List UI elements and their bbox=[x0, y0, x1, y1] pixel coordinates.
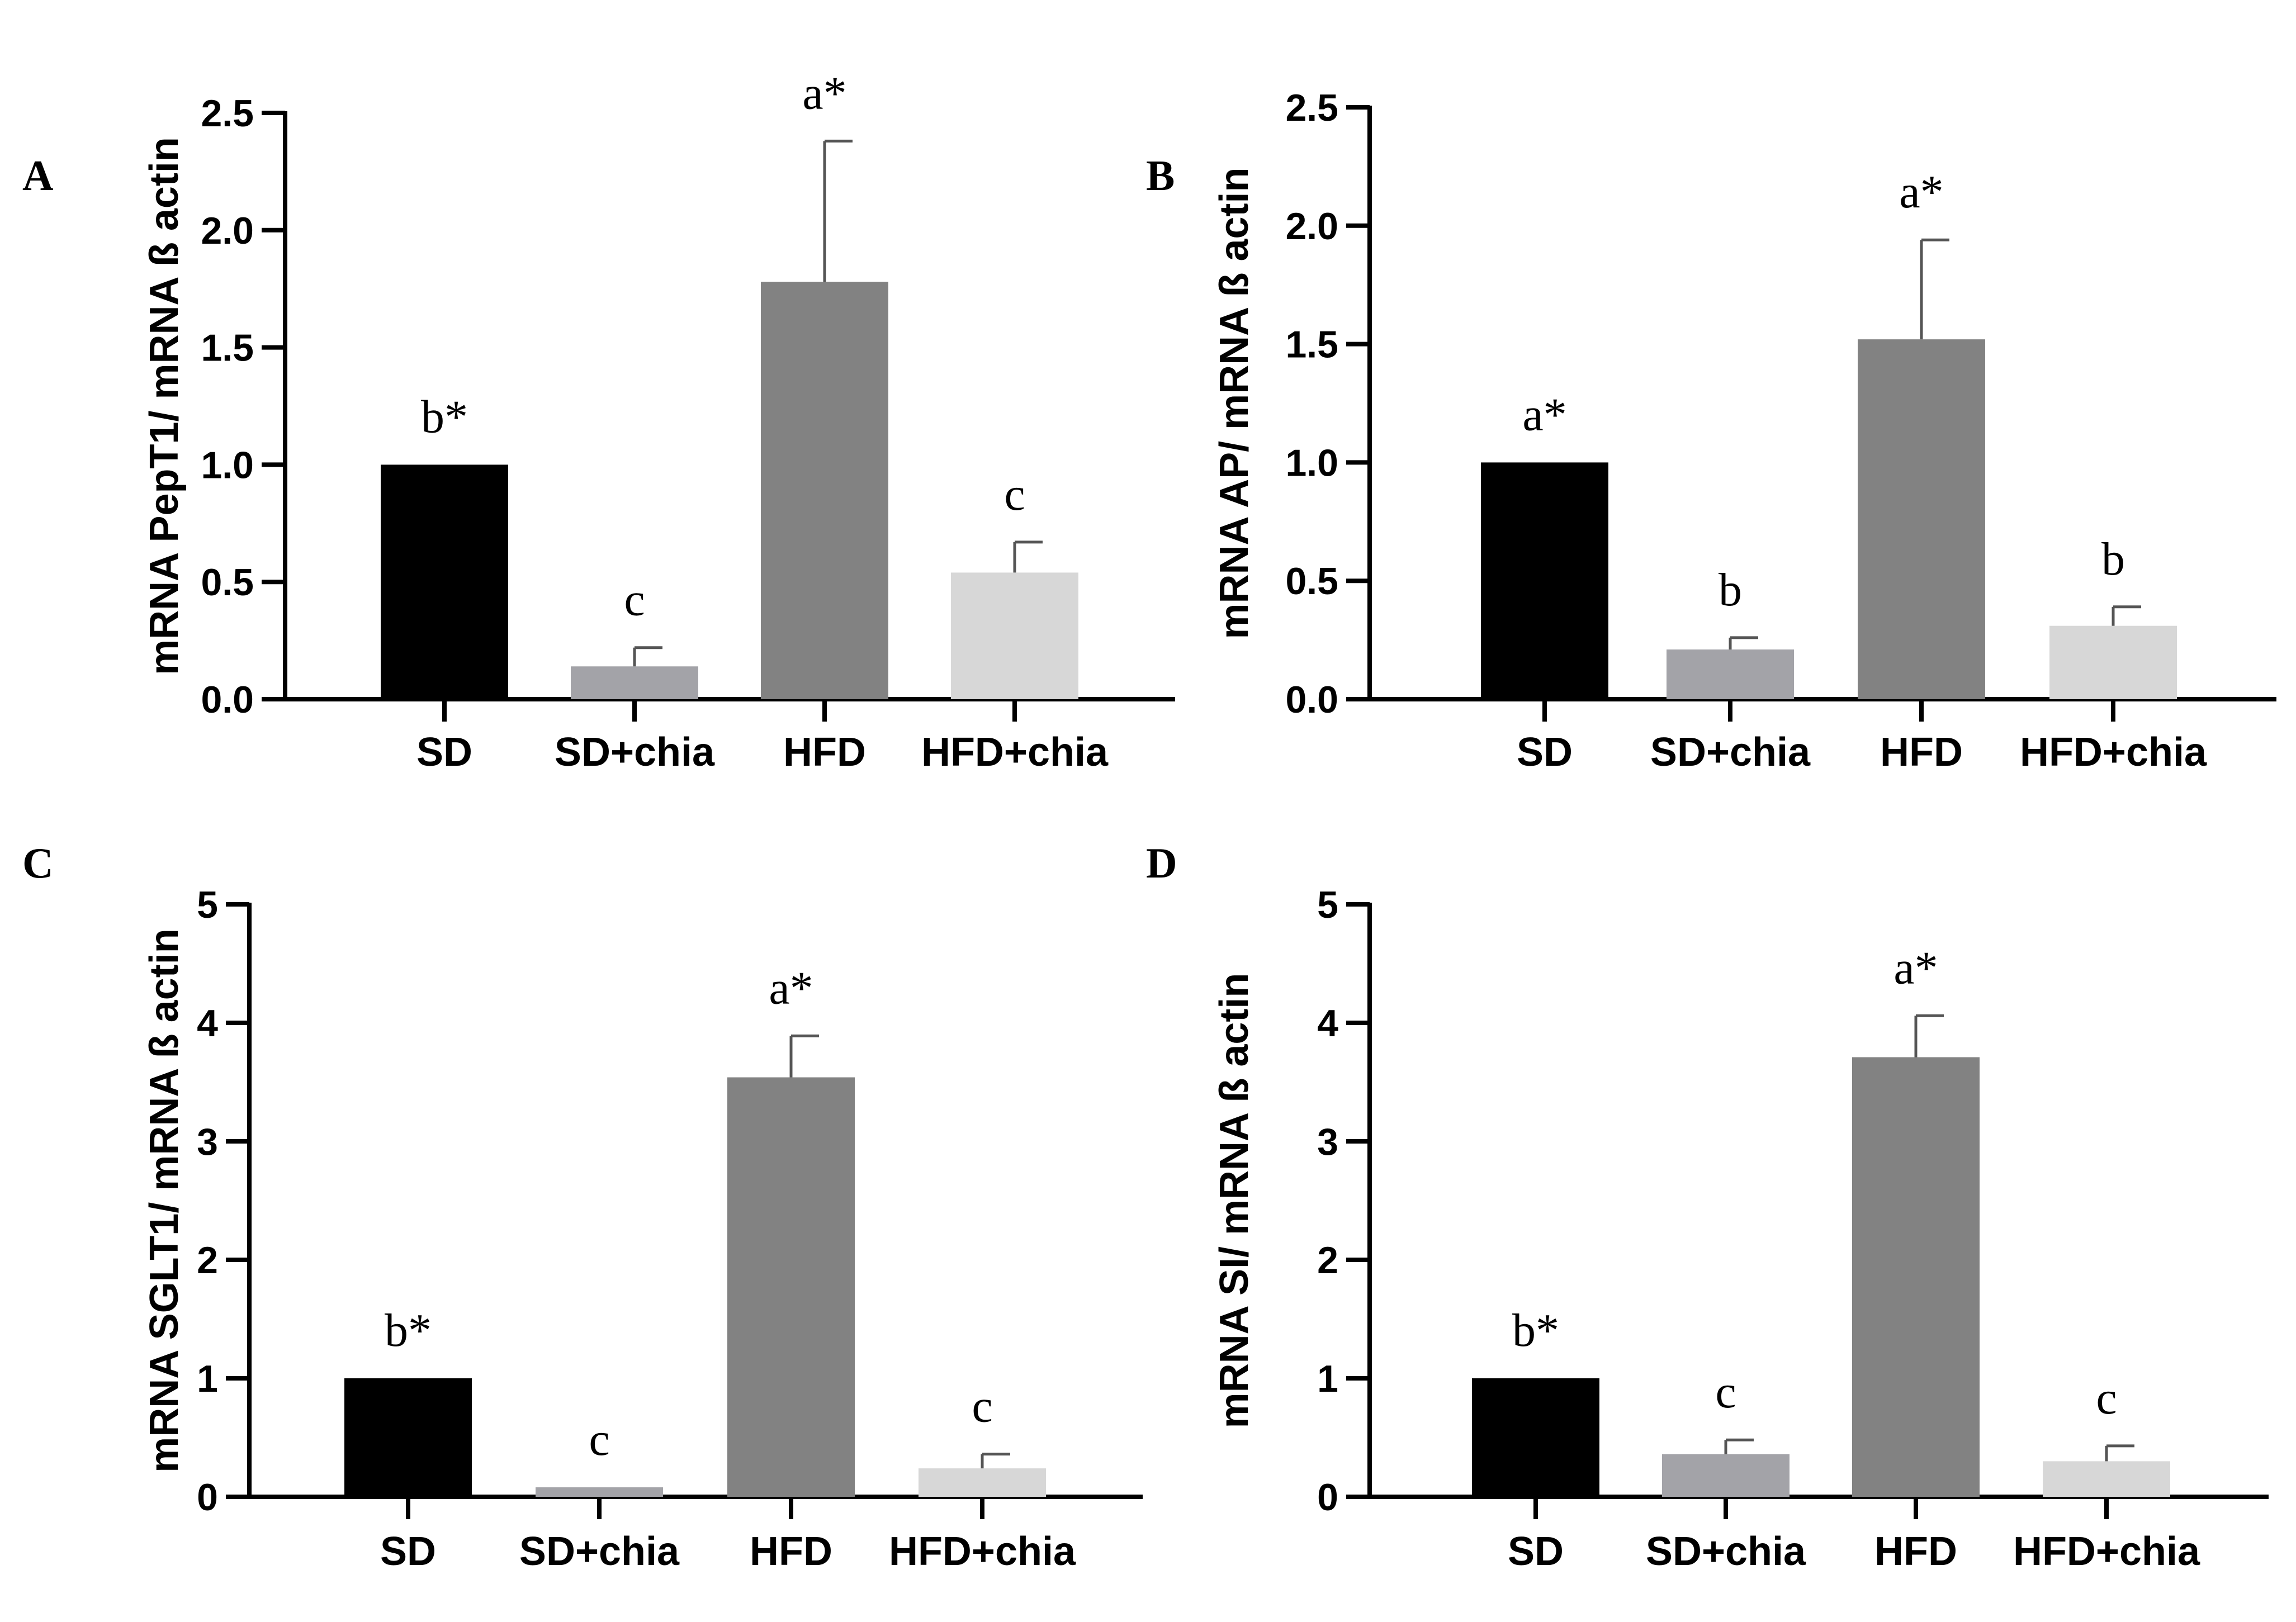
y-tick-label: 1 bbox=[1317, 1358, 1338, 1400]
category-label: HFD+chia bbox=[921, 730, 1109, 775]
y-tick-label: 2 bbox=[1317, 1239, 1338, 1282]
bar-hfd bbox=[761, 282, 888, 699]
category-label: HFD bbox=[1874, 1529, 1957, 1574]
category-label: HFD+chia bbox=[2013, 1529, 2200, 1574]
y-tick-label: 2.0 bbox=[201, 210, 254, 252]
panel-letter: A bbox=[22, 151, 54, 200]
bar-sd bbox=[381, 464, 508, 699]
category-label: SD bbox=[380, 1529, 436, 1574]
category-label: SD bbox=[416, 730, 472, 775]
category-label: HFD bbox=[750, 1529, 832, 1574]
bar-hfd-chia bbox=[951, 572, 1078, 699]
category-label: SD bbox=[1517, 730, 1573, 775]
y-tick-label: 4 bbox=[197, 1002, 218, 1045]
y-tick-label: 0.5 bbox=[201, 561, 254, 604]
bar-hfd-chia bbox=[2043, 1461, 2170, 1497]
bar-sd-chia bbox=[571, 666, 698, 699]
significance-label: b* bbox=[1512, 1305, 1559, 1357]
significance-label: b* bbox=[421, 391, 468, 443]
y-tick-label: 0.5 bbox=[1285, 560, 1338, 603]
y-tick-label: 5 bbox=[197, 884, 218, 926]
bar-hfd-chia bbox=[919, 1468, 1046, 1497]
category-label: SD bbox=[1508, 1529, 1564, 1574]
y-tick-label: 0 bbox=[197, 1476, 218, 1519]
y-axis-label: mRNA SI/ mRNA ß actin bbox=[1212, 973, 1257, 1429]
y-tick-label: 3 bbox=[1317, 1121, 1338, 1163]
bar-sd bbox=[344, 1378, 472, 1497]
y-tick-label: 2.5 bbox=[201, 92, 254, 135]
significance-label: c bbox=[1715, 1366, 1736, 1418]
significance-label: a* bbox=[802, 67, 846, 119]
y-axis-label: mRNA SGLT1/ mRNA ß actin bbox=[142, 928, 187, 1472]
category-label: HFD+chia bbox=[2020, 730, 2207, 775]
bar-sd bbox=[1472, 1378, 1599, 1497]
bar-sd bbox=[1481, 462, 1608, 699]
significance-label: c bbox=[1004, 468, 1025, 520]
significance-label: a* bbox=[1899, 166, 1943, 218]
significance-label: a* bbox=[1522, 388, 1566, 440]
bar-hfd-chia bbox=[2049, 625, 2177, 699]
y-tick-label: 5 bbox=[1317, 884, 1338, 926]
y-axis-label: mRNA PepT1/ mRNA ß actin bbox=[142, 137, 187, 675]
y-tick-label: 1 bbox=[197, 1358, 218, 1400]
category-label: HFD+chia bbox=[889, 1529, 1076, 1574]
significance-label: a* bbox=[769, 962, 813, 1014]
significance-label: b bbox=[1719, 564, 1742, 616]
panel-letter: D bbox=[1146, 839, 1177, 887]
y-tick-label: 2.5 bbox=[1285, 87, 1338, 129]
category-label: HFD bbox=[1880, 730, 1963, 775]
bar-sd-chia bbox=[1662, 1454, 1790, 1497]
panel-letter: B bbox=[1146, 151, 1175, 200]
significance-label: b bbox=[2101, 533, 2125, 585]
y-tick-label: 2 bbox=[197, 1239, 218, 1282]
y-tick-label: 3 bbox=[197, 1121, 218, 1163]
y-tick-label: 1.5 bbox=[1285, 324, 1338, 366]
significance-label: b* bbox=[385, 1305, 432, 1357]
y-tick-label: 4 bbox=[1317, 1002, 1338, 1045]
bar-sd-chia bbox=[536, 1487, 663, 1497]
bar-sd-chia bbox=[1667, 649, 1794, 699]
significance-label: a* bbox=[1893, 942, 1938, 994]
bar-hfd bbox=[727, 1077, 855, 1497]
y-tick-label: 0.0 bbox=[201, 679, 254, 721]
y-axis-label: mRNA AP/ mRNA ß actin bbox=[1212, 167, 1257, 639]
category-label: HFD bbox=[783, 730, 866, 775]
y-tick-label: 2.0 bbox=[1285, 205, 1338, 248]
significance-label: c bbox=[589, 1414, 609, 1466]
bar-hfd bbox=[1858, 339, 1985, 699]
y-tick-label: 1.5 bbox=[201, 327, 254, 369]
category-label: SD+chia bbox=[519, 1529, 680, 1574]
significance-label: c bbox=[972, 1381, 992, 1433]
category-label: SD+chia bbox=[555, 730, 715, 775]
significance-label: c bbox=[624, 574, 645, 626]
category-label: SD+chia bbox=[1646, 1529, 1806, 1574]
panel-letter: C bbox=[22, 839, 54, 887]
y-tick-label: 1.0 bbox=[201, 444, 254, 486]
y-tick-label: 1.0 bbox=[1285, 442, 1338, 484]
significance-label: c bbox=[2096, 1372, 2117, 1424]
y-tick-label: 0 bbox=[1317, 1476, 1338, 1519]
category-label: SD+chia bbox=[1650, 730, 1811, 775]
bar-hfd bbox=[1852, 1057, 1980, 1497]
y-tick-label: 0.0 bbox=[1285, 679, 1338, 721]
